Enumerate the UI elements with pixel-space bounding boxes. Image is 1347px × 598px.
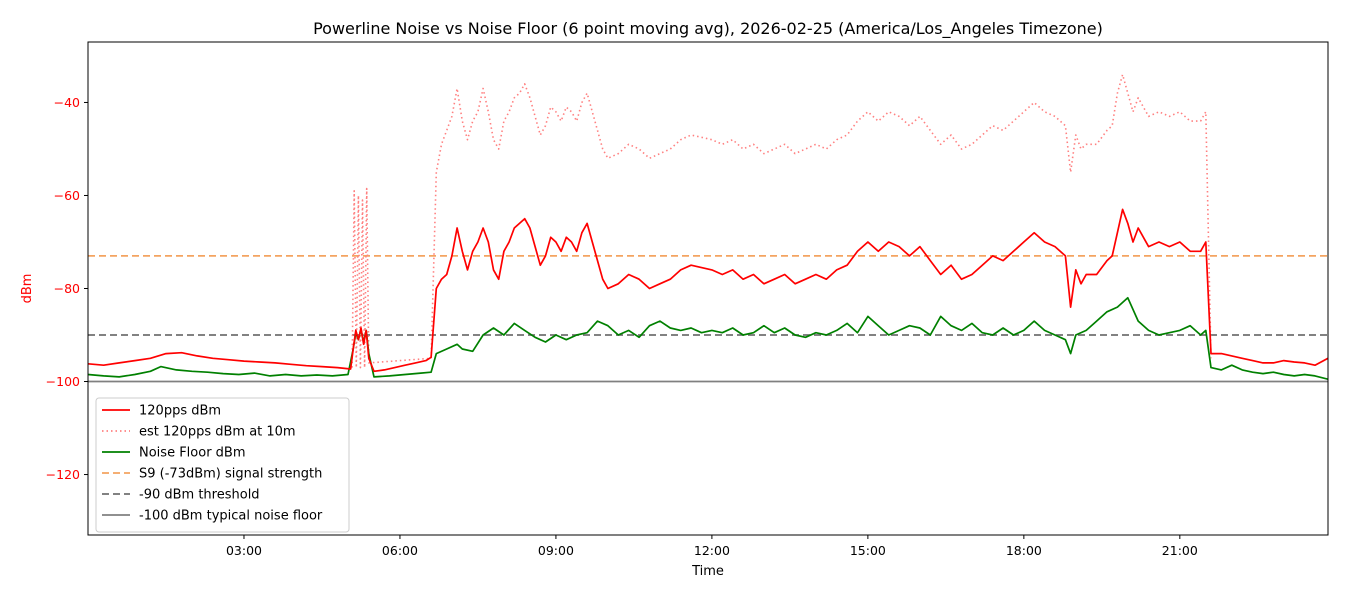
chart-title: Powerline Noise vs Noise Floor (6 point … (313, 19, 1103, 39)
x-tick-label: 03:00 (226, 543, 262, 558)
y-tick-label: −60 (54, 188, 80, 203)
x-tick-label: 12:00 (694, 543, 730, 558)
x-axis: 03:00 06:00 09:00 12:00 15:00 18:00 21:00 (226, 535, 1198, 558)
y-tick-label: −80 (54, 281, 80, 296)
legend: 120pps dBm est 120pps dBm at 10m Noise Flo… (95, 397, 350, 533)
legend-entry: Noise Floor dBm (139, 446, 246, 461)
series-line-1 (88, 208, 1328, 373)
x-axis-label: Time (691, 564, 724, 579)
legend-box (95, 397, 350, 533)
legend-entry: 120pps dBm (139, 404, 221, 419)
series-line-2 (351, 73, 1212, 369)
series-line-3 (88, 296, 1328, 381)
y-tick-label: −40 (54, 95, 80, 110)
series-layer (88, 73, 1328, 383)
y-tick-label: −100 (46, 374, 80, 389)
y-tick-label: −120 (46, 467, 80, 482)
x-tick-label: 09:00 (538, 543, 574, 558)
x-tick-label: 15:00 (850, 543, 886, 558)
legend-entry: est 120pps dBm at 10m (139, 425, 296, 440)
x-tick-label: 06:00 (382, 543, 418, 558)
legend-entry: -100 dBm typical noise floor (139, 509, 323, 524)
y-axis-label: dBm (20, 274, 35, 304)
legend-entry: S9 (-73dBm) signal strength (139, 467, 322, 482)
legend-entry: -90 dBm threshold (139, 488, 260, 503)
x-tick-label: 18:00 (1006, 543, 1042, 558)
y-axis: −40 −60 −80 −100 −120 (46, 95, 88, 482)
x-tick-label: 21:00 (1162, 543, 1198, 558)
